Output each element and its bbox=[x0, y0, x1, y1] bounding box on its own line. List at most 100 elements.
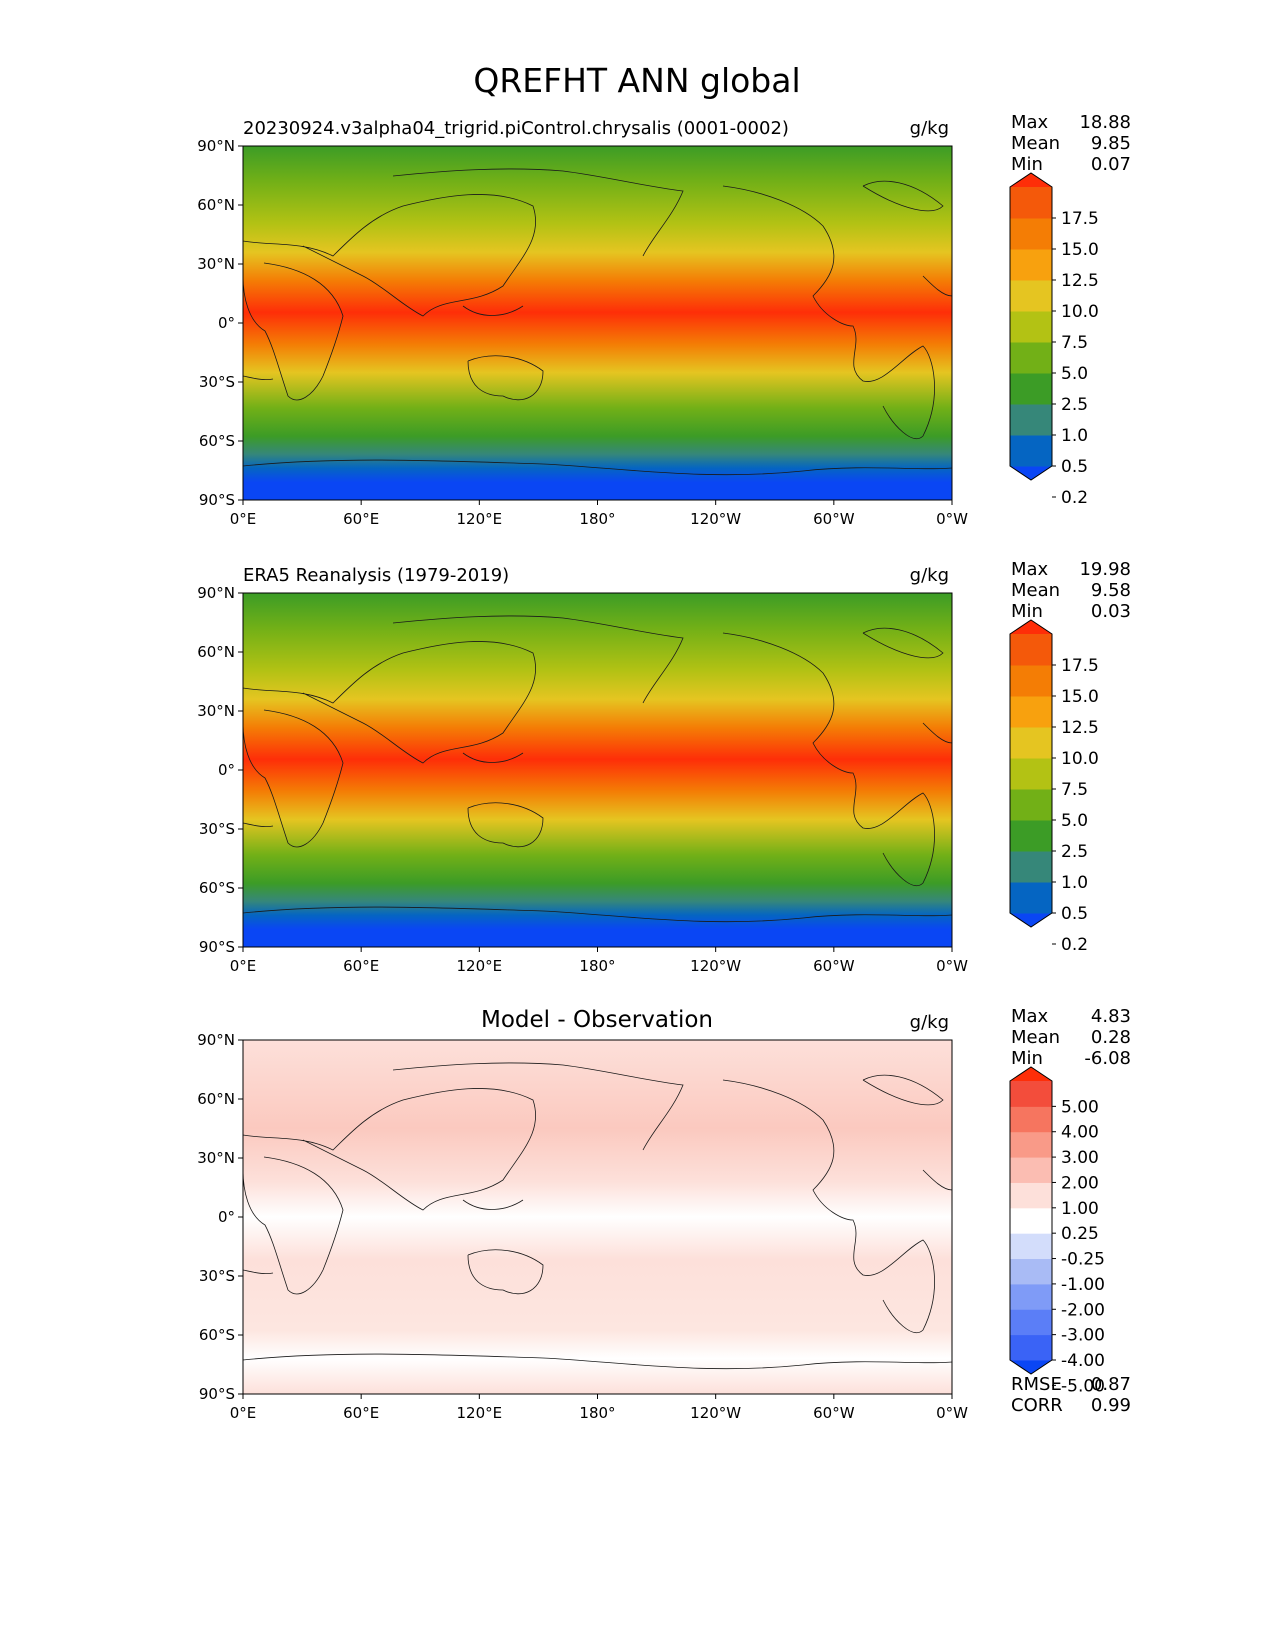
colorbar-segment bbox=[1010, 404, 1052, 436]
colorbar-tick-label: 0.25 bbox=[1061, 1224, 1099, 1244]
panel-1: 20230924.v3alpha04_trigrid.piControl.chr… bbox=[197, 112, 1131, 528]
y-tick-label: 90°S bbox=[199, 491, 235, 509]
colorbar-tick-label: 7.5 bbox=[1061, 780, 1088, 800]
footer-stat-value: 0.87 bbox=[1091, 1374, 1131, 1395]
y-tick-label: 30°N bbox=[197, 1149, 235, 1167]
x-tick-label: 60°E bbox=[343, 510, 379, 528]
colorbar-segment bbox=[1010, 882, 1052, 914]
colorbar-segment bbox=[1010, 758, 1052, 790]
panel-3: Model - Observation g/kg 0°E 60°E 120°E 180° 1… bbox=[197, 1006, 1131, 1422]
x-tick-label: 120°W bbox=[690, 510, 741, 528]
colorbar-segment bbox=[1010, 342, 1052, 374]
y-tick-label: 90°N bbox=[197, 584, 235, 602]
x-tick-label: 120°E bbox=[457, 957, 503, 975]
panel-units: g/kg bbox=[910, 1012, 949, 1033]
stat-label: Mean bbox=[1011, 1027, 1060, 1048]
y-tick-label: 0° bbox=[218, 1208, 235, 1226]
y-tick-label: 0° bbox=[218, 314, 235, 332]
y-tick-label: 0° bbox=[218, 761, 235, 779]
colorbar-extend-max bbox=[1010, 173, 1052, 187]
colorbar-segment bbox=[1010, 1258, 1052, 1285]
colorbar-segment bbox=[1010, 1309, 1052, 1336]
stat-label: Min bbox=[1011, 601, 1043, 622]
colorbar-tick-label: 1.00 bbox=[1061, 1199, 1099, 1219]
x-tick-label: 0°W bbox=[936, 510, 968, 528]
x-tick-label: 0°E bbox=[230, 1404, 257, 1422]
colorbar-tick-label: 0.2 bbox=[1061, 935, 1088, 955]
colorbar-tick-label: -0.25 bbox=[1061, 1250, 1105, 1270]
colorbar: 17.5 15.0 12.5 10.0 7.5 5.0 2.5 1.0 0.5 0.2 bbox=[1009, 172, 1099, 508]
figure-title: QREFHT ANN global bbox=[473, 61, 800, 100]
colorbar-tick-label: 0.2 bbox=[1061, 488, 1088, 508]
x-tick-label: 0°E bbox=[230, 510, 257, 528]
colorbar-extend-min bbox=[1010, 466, 1052, 480]
y-tick-label: 30°S bbox=[199, 820, 235, 838]
stat-value: 0.07 bbox=[1091, 154, 1131, 175]
stat-label: Max bbox=[1011, 112, 1049, 133]
colorbar-segment bbox=[1010, 820, 1052, 852]
x-tick-label: 180° bbox=[579, 1404, 615, 1422]
x-tick-label: 60°W bbox=[813, 510, 855, 528]
colorbar-tick-label: 5.0 bbox=[1061, 364, 1088, 384]
colorbar-segment bbox=[1010, 1283, 1052, 1310]
colorbar-segment bbox=[1010, 249, 1052, 281]
map-field bbox=[243, 146, 952, 500]
colorbar-tick-label: 12.5 bbox=[1061, 271, 1099, 291]
y-tick-label: 30°S bbox=[199, 373, 235, 391]
panel-left-title: 20230924.v3alpha04_trigrid.piControl.chr… bbox=[243, 118, 789, 139]
colorbar-tick-label: 4.00 bbox=[1061, 1123, 1099, 1143]
y-tick-label: 90°N bbox=[197, 1031, 235, 1049]
x-tick-label: 120°E bbox=[457, 510, 503, 528]
colorbar-segment bbox=[1010, 1182, 1052, 1209]
stat-value: 18.88 bbox=[1079, 112, 1131, 133]
colorbar-tick-label: 10.0 bbox=[1061, 749, 1099, 769]
colorbar-tick-label: 15.0 bbox=[1061, 240, 1099, 260]
stat-value: -6.08 bbox=[1084, 1048, 1131, 1069]
y-tick-label: 60°S bbox=[199, 432, 235, 450]
colorbar-segment bbox=[1010, 311, 1052, 343]
colorbar-tick-label: 0.5 bbox=[1061, 904, 1088, 924]
colorbar-tick-label: 3.00 bbox=[1061, 1148, 1099, 1168]
colorbar: 17.5 15.0 12.5 10.0 7.5 5.0 2.5 1.0 0.5 0.2 bbox=[1009, 619, 1099, 955]
x-tick-label: 0°E bbox=[230, 957, 257, 975]
x-tick-label: 180° bbox=[579, 957, 615, 975]
colorbar-tick-label: -3.00 bbox=[1061, 1326, 1105, 1346]
colorbar-extend-max bbox=[1010, 1067, 1052, 1081]
y-tick-label: 30°S bbox=[199, 1267, 235, 1285]
colorbar-segment bbox=[1010, 1157, 1052, 1183]
colorbar-segment bbox=[1010, 373, 1052, 405]
y-tick-label: 90°S bbox=[199, 938, 235, 956]
stat-value: 9.58 bbox=[1091, 580, 1131, 601]
stat-label: Max bbox=[1011, 1006, 1049, 1027]
y-tick-label: 60°N bbox=[197, 643, 235, 661]
map-field bbox=[243, 593, 952, 947]
panel-units: g/kg bbox=[910, 118, 949, 139]
colorbar-segment bbox=[1010, 1081, 1052, 1107]
colorbar-tick-label: 17.5 bbox=[1061, 656, 1099, 676]
colorbar-tick-label: 0.5 bbox=[1061, 457, 1088, 477]
x-tick-label: 120°W bbox=[690, 1404, 741, 1422]
colorbar-extend-min bbox=[1010, 913, 1052, 927]
colorbar-extend-min bbox=[1010, 1360, 1052, 1374]
x-tick-label: 60°E bbox=[343, 1404, 379, 1422]
colorbar-tick-label: 5.0 bbox=[1061, 811, 1088, 831]
colorbar-tick-label: 12.5 bbox=[1061, 718, 1099, 738]
stat-label: Mean bbox=[1011, 580, 1060, 601]
colorbar-segment bbox=[1010, 435, 1052, 467]
x-tick-label: 0°W bbox=[936, 1404, 968, 1422]
x-tick-label: 60°W bbox=[813, 1404, 855, 1422]
colorbar-tick-label: 7.5 bbox=[1061, 333, 1088, 353]
x-tick-label: 60°W bbox=[813, 957, 855, 975]
panel-units: g/kg bbox=[910, 565, 949, 586]
x-tick-label: 0°W bbox=[936, 957, 968, 975]
colorbar-tick-label: 1.0 bbox=[1061, 873, 1088, 893]
colorbar-extend-max bbox=[1010, 620, 1052, 634]
stat-label: Mean bbox=[1011, 133, 1060, 154]
colorbar-tick-label: -1.00 bbox=[1061, 1275, 1105, 1295]
colorbar-tick-label: -2.00 bbox=[1061, 1300, 1105, 1320]
colorbar-segment bbox=[1010, 280, 1052, 312]
colorbar-segment bbox=[1010, 1131, 1052, 1158]
colorbar-segment bbox=[1010, 1106, 1052, 1133]
colorbar-segment bbox=[1010, 218, 1052, 250]
